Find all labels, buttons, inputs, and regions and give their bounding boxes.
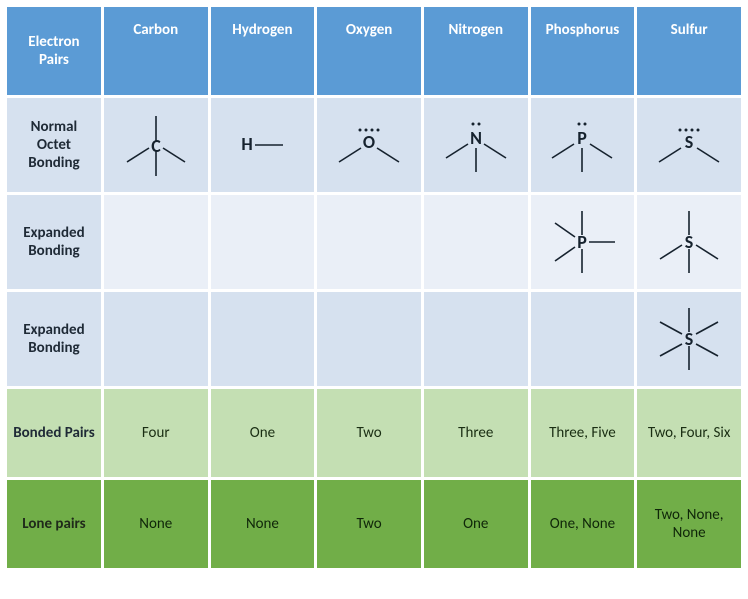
cell-carbon-normal: C [104, 98, 208, 192]
atom-s4: S [685, 231, 694, 253]
bonded-oxygen: Two [317, 389, 421, 477]
atom-s6: S [685, 328, 694, 350]
atom-c: C [151, 135, 161, 157]
structure-carbon-normal: C [111, 106, 201, 184]
header-phosphorus: Phosphorus [531, 7, 635, 95]
structure-hydrogen-normal: H [217, 106, 307, 184]
rowlabel-lone: Lone pairs [7, 480, 101, 568]
rowlabel-bonded: Bonded Pairs [7, 389, 101, 477]
atom-n: N [470, 127, 482, 149]
cell-oxygen-exp1 [317, 195, 421, 289]
rowlabel-expanded2: Expanded Bonding [7, 292, 101, 386]
header-carbon: Carbon [104, 7, 208, 95]
bonded-sulfur: Two, Four, Six [637, 389, 741, 477]
cell-oxygen-normal: O [317, 98, 421, 192]
atom-p5: P [578, 231, 588, 253]
cell-hydrogen-exp2 [211, 292, 315, 386]
header-sulfur: Sulfur [637, 7, 741, 95]
atom-p: P [578, 127, 588, 149]
row-expanded-2: Expanded Bonding S [7, 292, 741, 386]
cell-hydrogen-normal: H [211, 98, 315, 192]
cell-hydrogen-exp1 [211, 195, 315, 289]
bonded-nitrogen: Three [424, 389, 528, 477]
header-hydrogen: Hydrogen [211, 7, 315, 95]
cell-phosphorus-exp2 [531, 292, 635, 386]
structure-oxygen-normal: O [324, 106, 414, 184]
cell-carbon-exp1 [104, 195, 208, 289]
rowlabel-normal: Normal Octet Bonding [7, 98, 101, 192]
atom-o: O [363, 131, 375, 153]
cell-nitrogen-exp2 [424, 292, 528, 386]
bonded-carbon: Four [104, 389, 208, 477]
cell-nitrogen-normal: N [424, 98, 528, 192]
row-expanded-1: Expanded Bonding P S [7, 195, 741, 289]
lone-hydrogen: None [211, 480, 315, 568]
structure-sulfur-exp1: S [644, 203, 734, 281]
rowlabel-expanded1: Expanded Bonding [7, 195, 101, 289]
row-bonded-pairs: Bonded Pairs Four One Two Three Three, F… [7, 389, 741, 477]
bonded-hydrogen: One [211, 389, 315, 477]
cell-nitrogen-exp1 [424, 195, 528, 289]
row-normal-octet: Normal Octet Bonding C H O [7, 98, 741, 192]
structure-sulfur-normal: S [644, 106, 734, 184]
structure-sulfur-exp2: S [644, 300, 734, 378]
header-row: Electron Pairs Carbon Hydrogen Oxygen Ni… [7, 7, 741, 95]
lone-phosphorus: One, None [531, 480, 635, 568]
cell-oxygen-exp2 [317, 292, 421, 386]
lone-oxygen: Two [317, 480, 421, 568]
header-electron-pairs: Electron Pairs [7, 7, 101, 95]
cell-sulfur-exp2: S [637, 292, 741, 386]
atom-s: S [685, 131, 694, 153]
bonded-phosphorus: Three, Five [531, 389, 635, 477]
header-nitrogen: Nitrogen [424, 7, 528, 95]
structure-nitrogen-normal: N [431, 106, 521, 184]
lone-nitrogen: One [424, 480, 528, 568]
atom-h: H [242, 133, 253, 155]
structure-phosphorus-normal: P [537, 106, 627, 184]
cell-phosphorus-normal: P [531, 98, 635, 192]
structure-phosphorus-exp1: P [537, 203, 627, 281]
cell-sulfur-normal: S [637, 98, 741, 192]
lone-sulfur: Two, None, None [637, 480, 741, 568]
electron-pairs-table: Electron Pairs Carbon Hydrogen Oxygen Ni… [4, 4, 744, 571]
header-oxygen: Oxygen [317, 7, 421, 95]
cell-carbon-exp2 [104, 292, 208, 386]
cell-phosphorus-exp1: P [531, 195, 635, 289]
lone-carbon: None [104, 480, 208, 568]
cell-sulfur-exp1: S [637, 195, 741, 289]
row-lone-pairs: Lone pairs None None Two One One, None T… [7, 480, 741, 568]
